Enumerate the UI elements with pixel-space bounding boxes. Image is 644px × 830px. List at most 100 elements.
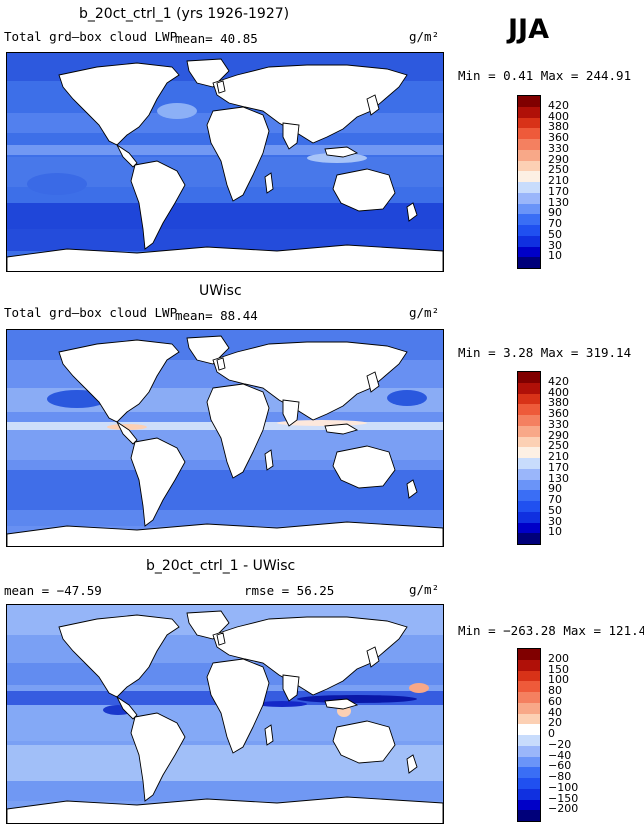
- continent-outline: [7, 521, 443, 546]
- colorbar-tick-label: −60: [548, 759, 572, 773]
- continent-outline: [264, 724, 274, 746]
- field-feature: [387, 390, 427, 406]
- field-feature: [157, 103, 197, 119]
- colorbar-segment: [518, 810, 540, 821]
- continent-outline: [206, 658, 270, 754]
- colorbar-segment: [518, 724, 540, 735]
- continent-outline: [206, 383, 270, 479]
- colorbar-tick-label: 420: [548, 374, 569, 388]
- colorbar-segment: [518, 756, 540, 768]
- colorbar-segment: [518, 393, 540, 405]
- continent-outline: [186, 610, 230, 640]
- panel3-mean-label: mean = −47.59: [4, 583, 102, 598]
- colorbar-segment: [518, 182, 540, 193]
- panel1-title: b_20ct_ctrl_1 (yrs 1926-1927): [79, 6, 290, 22]
- continent-outline: [332, 445, 396, 489]
- colorbar-tick-label: −150: [548, 791, 579, 805]
- colorbar-tick-label: 250: [548, 163, 569, 177]
- field-feature: [297, 695, 417, 703]
- colorbar-tick-label: 0: [548, 727, 555, 740]
- field-feature: [27, 173, 87, 195]
- colorbar-tick-label: 400: [548, 109, 569, 123]
- colorbar-tick-label: 30: [548, 514, 562, 528]
- colorbar-tick-label: 80: [548, 684, 562, 697]
- colorbar-segment: [518, 533, 540, 544]
- colorbar-segment: [518, 670, 540, 682]
- continent-outline: [212, 616, 408, 696]
- colorbar-segment: [518, 214, 540, 225]
- continent-outline: [332, 720, 396, 764]
- colorbar-segment: [518, 479, 540, 491]
- colorbar-tick-label: 90: [548, 482, 562, 496]
- continent-outline: [130, 712, 186, 802]
- panel2-map-svg: [7, 330, 443, 546]
- colorbar-segment: [518, 799, 540, 811]
- panel1-map: [6, 52, 444, 272]
- panel3-map-svg: [7, 605, 443, 823]
- continent-outline: [366, 371, 380, 393]
- colorbar-segment: [518, 767, 540, 778]
- continent-outline: [366, 646, 380, 668]
- continent-outline: [282, 122, 300, 150]
- colorbar-segment: [518, 246, 540, 258]
- colorbar-tick-label: 30: [548, 238, 562, 252]
- colorbar-segment: [518, 96, 540, 107]
- colorbar-tick-label: 200: [548, 651, 569, 665]
- colorbar-segment: [518, 235, 540, 247]
- colorbar-tick-label: 130: [548, 195, 569, 209]
- panel2-minmax: Min = 3.28 Max = 319.14: [458, 345, 632, 360]
- panel2-map: [6, 329, 444, 547]
- continent-outline: [264, 172, 274, 194]
- continent-outline: [282, 674, 300, 702]
- colorbar-segment: [518, 681, 540, 692]
- continent-outline: [216, 632, 226, 646]
- panel1-minmax: Min = 0.41 Max = 244.91: [458, 68, 632, 83]
- colorbar-segment: [518, 713, 540, 725]
- continent-outline: [264, 449, 274, 471]
- colorbar-segment: [518, 501, 540, 512]
- field-feature: [409, 683, 429, 693]
- colorbar-segment: [518, 778, 540, 789]
- colorbar-segment: [518, 458, 540, 469]
- panel2-title: UWisc: [199, 283, 242, 299]
- colorbar-segment: [518, 735, 540, 746]
- field-feature: [307, 153, 367, 163]
- colorbar-tick-label: 360: [548, 407, 569, 420]
- panel2-mean-label: mean= 88.44: [175, 308, 258, 323]
- colorbar-tick-label: 290: [548, 152, 569, 166]
- colorbar-tick-label: 50: [548, 503, 562, 517]
- continent-outline: [366, 94, 380, 116]
- colorbar-tick-label: 10: [548, 249, 562, 263]
- continent-outline: [130, 160, 186, 250]
- colorbar-segment: [518, 372, 540, 383]
- colorbar-segment: [518, 522, 540, 534]
- continent-outline: [406, 754, 418, 774]
- panel3-units: g/m²: [409, 582, 440, 597]
- colorbar-tick-label: −40: [548, 748, 572, 762]
- colorbar-tick-label: 360: [548, 131, 569, 144]
- colorbar-tick-label: 150: [548, 662, 569, 676]
- colorbar-tick-label: 60: [548, 694, 562, 708]
- colorbar-segment: [518, 702, 540, 714]
- continent-outline: [130, 437, 186, 527]
- continent-outline: [282, 399, 300, 427]
- colorbar-segment: [518, 745, 540, 757]
- continent-outline: [332, 168, 396, 212]
- colorbar-tick-label: 420: [548, 98, 569, 112]
- field-band: [7, 781, 443, 801]
- colorbar-segment: [518, 192, 540, 204]
- colorbar-segment: [518, 649, 540, 660]
- colorbar-segment: [518, 160, 540, 172]
- panel3-colorbar: [517, 648, 541, 822]
- continent-outline: [186, 58, 230, 88]
- panel3-minmax: Min = −263.28 Max = 121.47: [458, 623, 644, 638]
- colorbar-segment: [518, 106, 540, 118]
- colorbar-segment: [518, 511, 540, 523]
- continent-outline: [216, 80, 226, 94]
- colorbar-tick-label: 40: [548, 705, 562, 719]
- colorbar-tick-label: 170: [548, 460, 569, 474]
- colorbar-tick-label: 330: [548, 417, 569, 431]
- colorbar-tick-label: −20: [548, 737, 572, 751]
- field-feature: [257, 701, 307, 707]
- colorbar-tick-label: 100: [548, 673, 569, 687]
